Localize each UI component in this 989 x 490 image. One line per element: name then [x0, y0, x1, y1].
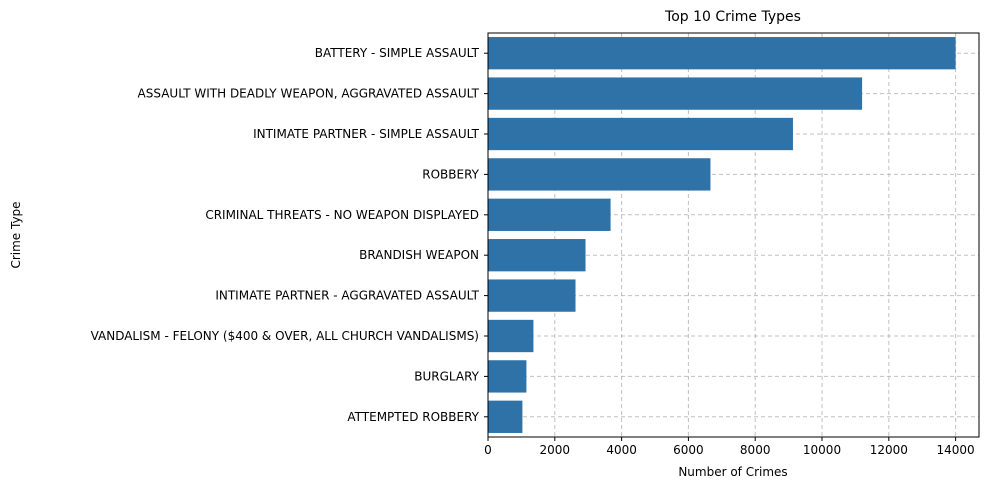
x-tick-label: 0: [484, 443, 492, 457]
bar: [488, 360, 527, 393]
bar: [488, 37, 956, 70]
grid-lines: [487, 33, 979, 437]
bar: [488, 400, 523, 433]
x-tick-labels: 0 2000 4000 6000 8000 10000 12000 14000: [484, 437, 975, 457]
y-tick-label: CRIMINAL THREATS - NO WEAPON DISPLAYED: [205, 208, 479, 222]
y-tick-label: ATTEMPTED ROBBERY: [347, 410, 479, 424]
chart-title: Top 10 Crime Types: [664, 9, 801, 25]
x-tick-label: 2000: [540, 443, 571, 457]
y-tick-label: VANDALISM - FELONY ($400 & OVER, ALL CHU…: [91, 329, 479, 343]
bar: [488, 117, 793, 151]
bar: [488, 198, 611, 231]
y-tick-label: INTIMATE PARTNER - SIMPLE ASSAULT: [253, 127, 480, 141]
bars: [488, 37, 956, 433]
y-tick-label: BATTERY - SIMPLE ASSAULT: [315, 46, 480, 60]
x-tick-label: 4000: [606, 443, 637, 457]
plot-frame: [487, 32, 980, 438]
x-tick-label: 10000: [803, 443, 841, 457]
x-tick-label: 14000: [937, 443, 975, 457]
bar: [488, 158, 711, 191]
y-tick-label: BRANDISH WEAPON: [359, 248, 479, 262]
bar: [488, 77, 863, 110]
bar: [488, 319, 534, 353]
y-tick-labels: BATTERY - SIMPLE ASSAULT ASSAULT WITH DEA…: [91, 46, 488, 424]
x-tick-label: 6000: [673, 443, 704, 457]
bar: [488, 239, 586, 272]
x-axis-label: Number of Crimes: [678, 465, 787, 479]
y-tick-label: ASSAULT WITH DEADLY WEAPON, AGGRAVATED A…: [138, 87, 480, 101]
y-tick-label: ROBBERY: [422, 167, 479, 181]
y-tick-label: INTIMATE PARTNER - AGGRAVATED ASSAULT: [215, 289, 479, 303]
x-tick-label: 8000: [740, 443, 771, 457]
bar: [488, 279, 576, 312]
y-tick-label: BURGLARY: [414, 369, 479, 383]
x-tick-label: 12000: [870, 443, 908, 457]
y-axis-label: Crime Type: [9, 201, 23, 268]
